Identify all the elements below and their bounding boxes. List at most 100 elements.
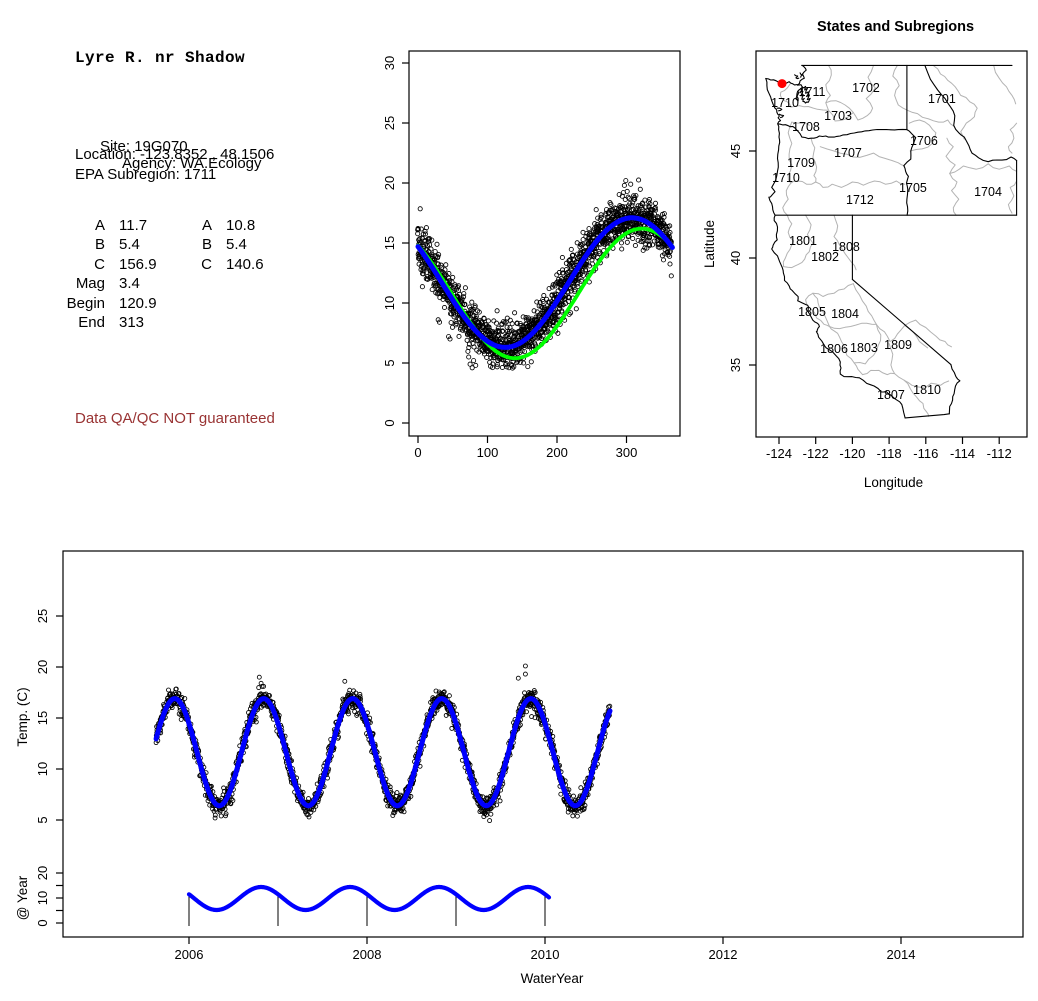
subregion-label-1801: 1801 xyxy=(789,234,817,248)
subregion-boundary xyxy=(903,379,930,417)
subregion-label-1804: 1804 xyxy=(831,307,859,321)
subregion-boundary xyxy=(782,121,793,216)
qaqc-warning: Data QA/QC NOT guaranteed xyxy=(75,410,275,427)
subregion-boundary xyxy=(782,214,795,268)
subregion-label-1810: 1810 xyxy=(913,383,941,397)
svg-text:40: 40 xyxy=(728,251,743,265)
subregion-label-1708: 1708 xyxy=(792,120,820,134)
svg-text:20: 20 xyxy=(35,866,50,880)
seasonal-fit-blue xyxy=(415,215,675,350)
site-agency-line: Site: 19G070 Agency: WA.Ecology xyxy=(75,121,262,189)
subregion-label-1710: 1710 xyxy=(771,96,799,110)
map-ylabel: Latitude xyxy=(702,220,717,268)
state-border xyxy=(797,84,811,104)
svg-text:5: 5 xyxy=(382,359,397,366)
subregion-boundary xyxy=(888,343,896,375)
subregion-boundary xyxy=(908,119,937,152)
svg-text:20: 20 xyxy=(382,176,397,190)
state-border xyxy=(776,107,783,112)
param-value-2: 140.6 xyxy=(226,255,264,273)
y-axis-label: Temp. (C) xyxy=(15,687,30,746)
subregion-label-1702: 1702 xyxy=(852,81,880,95)
svg-text:10: 10 xyxy=(35,891,50,905)
map-x-ticks: -124 -122 -120 -118 -116 -114 -112 xyxy=(766,437,1012,461)
svg-text:2008: 2008 xyxy=(353,947,382,962)
param-label-2: A xyxy=(201,217,212,234)
map-frame xyxy=(755,50,1028,438)
param-row: Mag 3.4 xyxy=(63,274,264,293)
subregion-label-1704: 1704 xyxy=(974,185,1002,199)
svg-text:0: 0 xyxy=(414,445,421,460)
year-marks xyxy=(188,894,546,926)
param-value-2: 5.4 xyxy=(226,236,247,254)
svg-text:-114: -114 xyxy=(950,446,975,461)
subregion-boundary xyxy=(843,323,882,365)
svg-text:0: 0 xyxy=(382,419,397,426)
y-axis-ticks: 0 5 10 15 20 25 30 xyxy=(382,56,409,427)
subregion-boundary xyxy=(932,64,978,140)
subregion-boundary xyxy=(833,214,857,271)
svg-text:30: 30 xyxy=(382,56,397,70)
subregion-label-1712: 1712 xyxy=(846,193,874,207)
subregion-boundary xyxy=(790,105,829,111)
seasonal-axis-label: @ Year xyxy=(15,875,30,920)
subregion-label-1703: 1703 xyxy=(824,109,852,123)
state-border xyxy=(778,113,785,119)
subregion-boundary xyxy=(1007,122,1018,154)
param-row: A 11.7 A 10.8 xyxy=(63,216,264,235)
plot-frame xyxy=(62,550,1024,938)
svg-text:-120: -120 xyxy=(839,446,865,461)
subregion-boundary xyxy=(790,180,817,185)
states-subregions-map: States and Subregions -124 -122 -120 -118 -11… xyxy=(702,19,1028,490)
subregion-boundary xyxy=(945,137,960,216)
svg-text:200: 200 xyxy=(546,445,568,460)
svg-text:-112: -112 xyxy=(987,446,1012,461)
param-value: 156.9 xyxy=(119,255,157,273)
param-row: B 5.4 B 5.4 xyxy=(63,235,264,254)
param-label-2: B xyxy=(201,236,212,254)
svg-text:-118: -118 xyxy=(877,446,902,461)
map-geometry xyxy=(765,64,1018,419)
site-location-marker xyxy=(777,79,787,89)
map-y-ticks: 35 40 45 xyxy=(728,144,756,372)
subregion-boundary xyxy=(852,283,877,325)
param-label: C xyxy=(94,255,105,273)
subregion-boundary xyxy=(949,163,1018,174)
subregion-boundary xyxy=(829,326,845,347)
state-border xyxy=(799,72,804,78)
subregion-boundary xyxy=(892,64,955,127)
param-label: A xyxy=(94,217,105,234)
subregion-boundary xyxy=(853,362,863,376)
map-xlabel: Longitude xyxy=(864,475,923,490)
state-border xyxy=(797,64,807,86)
fit-parameters-table: A 11.7 A 10.8 B 5.4 B 5.4 C 156.9 C 140.6 Mag 3.4 Begi… xyxy=(63,216,264,332)
subregion-boundaries xyxy=(779,64,1018,417)
param-row: End 313 xyxy=(63,313,264,332)
param-value: 120.9 xyxy=(119,294,157,312)
svg-text:2010: 2010 xyxy=(531,947,560,962)
agency: Agency: WA.Ecology xyxy=(122,155,262,172)
y-axis-ticks: 5 10 15 20 25 xyxy=(35,609,63,824)
svg-text:2006: 2006 xyxy=(175,947,204,962)
epa-subregion-line: EPA Subregion: 1711 xyxy=(75,166,217,183)
svg-text:-124: -124 xyxy=(766,446,792,461)
subregion-boundary xyxy=(993,64,1017,105)
subregion-label-1806: 1806 xyxy=(820,342,848,356)
subregion-boundary xyxy=(791,121,810,126)
param-value: 3.4 xyxy=(119,275,140,293)
state-border xyxy=(765,77,906,419)
param-label: Mag xyxy=(75,275,105,293)
param-row: C 156.9 C 140.6 xyxy=(63,255,264,274)
subregion-label-1809: 1809 xyxy=(884,338,912,352)
svg-text:300: 300 xyxy=(616,445,638,460)
station-title: Lyre R. nr Shadow xyxy=(75,49,246,67)
subregion-boundary xyxy=(819,146,906,167)
scatter-points xyxy=(153,663,613,824)
svg-text:2012: 2012 xyxy=(709,947,738,962)
subregion-boundary xyxy=(805,292,830,327)
subregion-label-1707: 1707 xyxy=(834,146,862,160)
site-id: Site: 19G070 xyxy=(100,138,188,155)
svg-text:-116: -116 xyxy=(913,446,938,461)
